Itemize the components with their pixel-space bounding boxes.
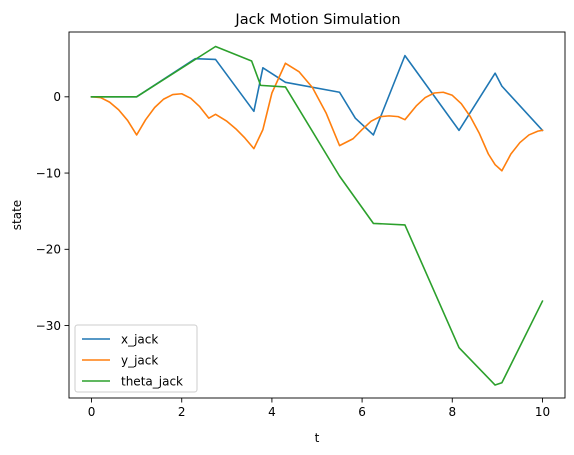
y-tick-label: −10 <box>36 166 61 180</box>
y-axis-label: state <box>10 200 24 230</box>
chart-title: Jack Motion Simulation <box>234 12 400 28</box>
x-tick-label: 0 <box>88 405 96 419</box>
y-tick-label: 0 <box>53 90 61 104</box>
x-axis-ticks: 0 2 4 6 8 10 <box>88 398 550 419</box>
legend: x_jack y_jack theta_jack <box>74 324 198 393</box>
y-axis-ticks: 0 −10 −20 −30 <box>36 90 69 333</box>
x-axis-label: t <box>315 431 320 445</box>
series-line-theta_jack <box>90 45 544 386</box>
legend-label-y_jack: y_jack <box>121 353 158 367</box>
legend-box <box>74 324 198 393</box>
plot-lines <box>90 45 544 386</box>
x-tick-label: 4 <box>268 405 276 419</box>
y-tick-label: −20 <box>36 243 61 257</box>
x-tick-label: 2 <box>178 405 186 419</box>
axes-frame <box>68 31 566 399</box>
series-line-y_jack <box>90 62 544 172</box>
x-tick-label: 10 <box>535 405 550 419</box>
series-line-x_jack <box>90 54 544 136</box>
x-tick-label: 8 <box>448 405 456 419</box>
y-tick-label: −30 <box>36 319 61 333</box>
legend-label-x_jack: x_jack <box>121 332 158 346</box>
x-tick-label: 6 <box>358 405 366 419</box>
legend-label-theta_jack: theta_jack <box>121 374 183 388</box>
